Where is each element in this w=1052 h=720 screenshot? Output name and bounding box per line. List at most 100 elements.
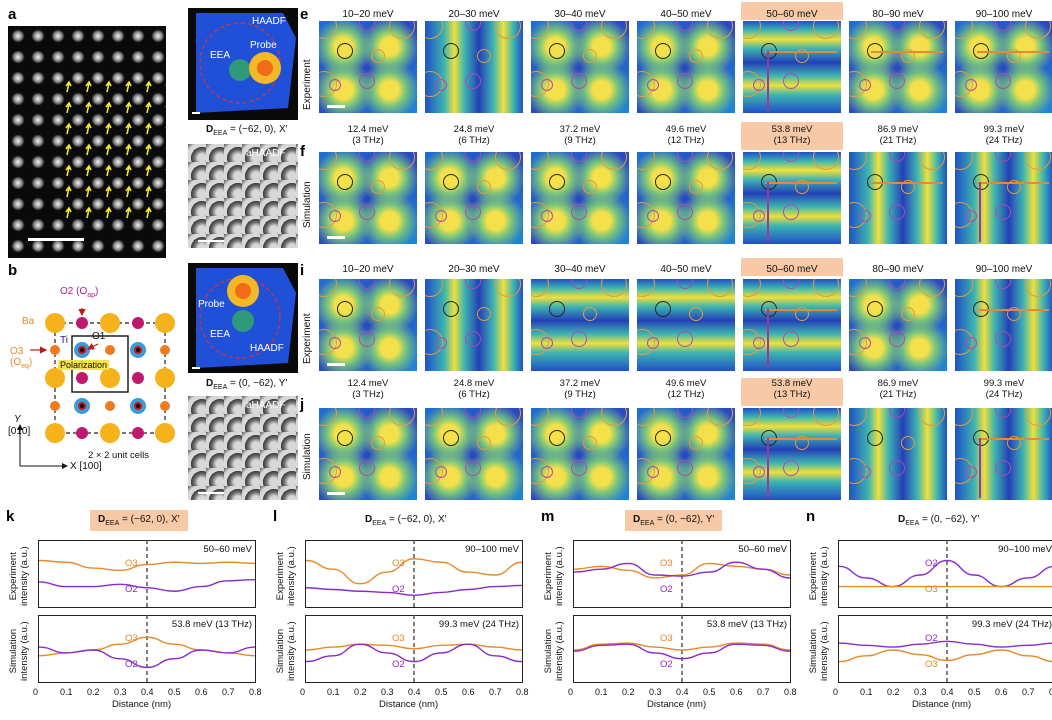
atom-column — [91, 155, 105, 169]
o3-circle — [477, 436, 491, 450]
o2-circle — [359, 73, 375, 89]
experiment-map — [743, 21, 841, 113]
o2-circle — [995, 331, 1011, 347]
x-tick-label: 0.6 — [995, 687, 1008, 697]
x-axis-label: Distance (nm) — [379, 699, 439, 710]
o3-circle — [389, 279, 415, 297]
experiment-map — [955, 279, 1052, 371]
energy-range-label: 50–60 meV — [766, 264, 818, 275]
x-tick-label: 0.1 — [60, 687, 73, 697]
o3-circle — [743, 152, 761, 170]
atom-column — [111, 197, 125, 211]
series-label-o2: O2 — [660, 584, 673, 595]
o2-circle — [465, 408, 481, 418]
atom-column — [131, 218, 145, 232]
o2-circle — [465, 204, 481, 220]
o3-circle — [531, 152, 549, 170]
sim-energy-label: 86.9 meV (21 THz) — [877, 378, 919, 400]
o2-circle — [889, 279, 905, 289]
atom-column — [71, 113, 85, 127]
line-chart-l-simulation — [305, 615, 523, 683]
atom-column — [71, 92, 85, 106]
ti-atoms — [74, 342, 146, 414]
series-line-o3 — [305, 643, 523, 651]
vertical-profile-arrow — [979, 182, 981, 242]
probe-circle — [867, 301, 883, 317]
series-label-o2: O2 — [925, 633, 938, 644]
polarization-arrow — [85, 80, 92, 93]
row-label-simulation-f: Simulation — [302, 181, 313, 228]
o3-circle — [707, 21, 733, 39]
x-tick-label: 0.8 — [1049, 687, 1052, 697]
experiment-map — [849, 21, 947, 113]
x-tick-label: 0.1 — [860, 687, 873, 697]
o2-circle — [965, 210, 977, 222]
polarization-arrow — [125, 206, 132, 219]
experiment-map — [849, 279, 947, 371]
atom-column — [31, 218, 45, 232]
vertical-profile-arrow — [767, 182, 769, 242]
series-label-o2: O2 — [125, 584, 138, 595]
o3-circle — [795, 307, 809, 321]
o3-circle — [583, 307, 597, 321]
atom-column — [31, 50, 45, 64]
o1-label: O1 — [92, 331, 106, 342]
atom-column — [51, 176, 65, 190]
atom-column — [51, 71, 65, 85]
x-tick-label: 0.2 — [887, 687, 900, 697]
o3-circle — [637, 152, 655, 170]
o3-circle — [1007, 180, 1021, 194]
polarization-arrow — [145, 101, 152, 114]
x-tick-label: 0.5 — [703, 687, 716, 697]
polarization-arrow — [125, 101, 132, 114]
atom-column — [111, 29, 125, 43]
o3-circle — [919, 279, 945, 297]
o3-circle — [813, 152, 839, 170]
o3-circle — [707, 152, 733, 170]
o2-atoms — [76, 317, 144, 439]
probe-circle — [443, 301, 459, 317]
atom-column — [131, 29, 145, 43]
scale-bar — [192, 112, 200, 114]
o3-circle — [689, 436, 703, 450]
o3-circle — [901, 49, 915, 63]
x-tick-label: 0 — [33, 687, 39, 697]
atom-column — [151, 176, 165, 190]
x-tick-label: 0.7 — [489, 687, 502, 697]
simulation-map — [637, 408, 735, 500]
atom-column — [51, 29, 65, 43]
o2-circle — [571, 73, 587, 89]
o2-circle — [329, 79, 341, 91]
polarization-arrow — [65, 101, 72, 114]
o2-circle — [995, 279, 1011, 289]
o3-circle — [1025, 408, 1051, 426]
atom-column — [131, 113, 145, 127]
atom-column — [31, 113, 45, 127]
sim-energy-label: 37.2 meV (9 THz) — [559, 378, 601, 400]
atom-column — [91, 71, 105, 85]
o2-circle — [889, 204, 905, 220]
o2-circle — [571, 408, 587, 418]
x-axis-label: Distance (nm) — [647, 699, 707, 710]
polarization-arrow — [125, 185, 132, 198]
deea-caption-g: DEEA = (0, −62), Y′ — [206, 378, 288, 391]
o2-circle — [859, 337, 871, 349]
o3-circle — [425, 21, 443, 39]
o2-circle — [359, 152, 375, 162]
o2-circle — [647, 337, 659, 349]
y-label-simulation: Simulation intensity (a.u.) — [543, 621, 565, 681]
o2-circle — [571, 331, 587, 347]
probe-circle — [655, 301, 671, 317]
ahaadf-label: aHAADF — [246, 400, 286, 411]
o2-circle — [435, 210, 447, 222]
line-chart-m-experiment — [573, 540, 791, 608]
probe-circle — [337, 301, 353, 317]
o3-circle — [371, 49, 385, 63]
atom-column — [111, 92, 125, 106]
panel-c-image: HAADF EEA Probe — [188, 8, 298, 120]
atom-column — [11, 155, 25, 169]
y-label-experiment: Experiment intensity (a.u.) — [275, 546, 297, 606]
o3-circle — [477, 49, 491, 63]
o2-circle — [435, 466, 447, 478]
o3-circle — [955, 152, 973, 170]
